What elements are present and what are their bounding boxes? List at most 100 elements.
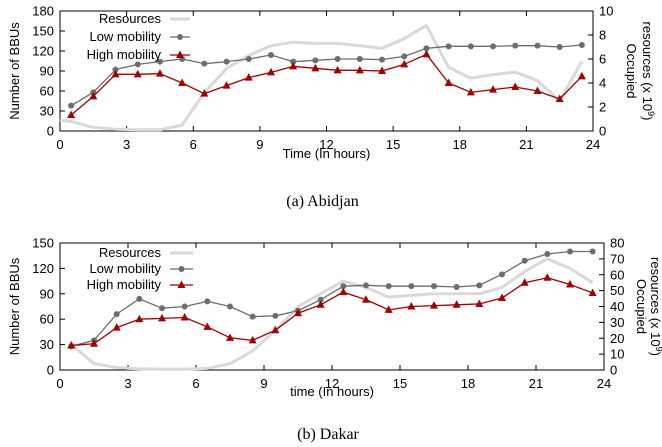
data-point xyxy=(577,71,586,80)
data-point xyxy=(112,66,119,73)
data-point xyxy=(363,282,369,289)
data-point xyxy=(200,89,209,97)
y-tick-label: 150 xyxy=(32,236,54,251)
data-point xyxy=(407,302,416,310)
data-point xyxy=(133,69,142,78)
y-tick-label: 30 xyxy=(40,104,54,119)
data-point xyxy=(67,340,76,349)
y-tick-label: 60 xyxy=(40,84,54,99)
y2-tick-label: 2 xyxy=(599,100,606,115)
x-tick-label: 24 xyxy=(597,376,611,391)
data-point xyxy=(312,57,319,64)
y2-axis-label-line2: resources (x 109) xyxy=(648,257,662,356)
data-point xyxy=(156,58,163,65)
data-point xyxy=(489,85,498,93)
data-point xyxy=(453,284,460,291)
legend-label: Resources xyxy=(99,245,162,260)
data-point xyxy=(311,63,320,72)
data-point xyxy=(556,44,563,50)
data-point xyxy=(340,283,347,290)
y-tick-label: 150 xyxy=(32,24,54,39)
data-point xyxy=(401,53,408,60)
y-tick-label: 120 xyxy=(32,261,54,276)
x-tick-label: 0 xyxy=(56,376,63,391)
data-point xyxy=(475,299,484,307)
data-point xyxy=(89,91,98,100)
data-point xyxy=(90,339,98,347)
series-line xyxy=(71,277,593,347)
y2-axis-label-line1: Occupied xyxy=(624,44,639,99)
y2-tick-label: 4 xyxy=(599,76,606,91)
data-point xyxy=(113,311,120,318)
x-tick-label: 6 xyxy=(190,137,197,152)
data-point xyxy=(423,45,430,52)
data-point xyxy=(245,56,252,62)
data-point xyxy=(467,43,474,50)
y-tick-label: 0 xyxy=(47,363,54,378)
data-point xyxy=(180,313,189,321)
data-point xyxy=(289,61,298,70)
data-point xyxy=(334,56,341,62)
data-point xyxy=(512,42,519,49)
y2-axis-label-line1: Occupied xyxy=(634,279,649,334)
data-point xyxy=(355,65,364,74)
x-tick-label: 24 xyxy=(586,137,600,152)
data-point xyxy=(294,308,302,317)
data-point xyxy=(362,295,370,303)
data-point xyxy=(544,251,551,258)
data-point xyxy=(249,313,256,320)
x-tick-label: 21 xyxy=(519,137,533,152)
data-point xyxy=(385,283,392,290)
legend-label: Low mobility xyxy=(89,29,161,44)
x-tick-label: 9 xyxy=(256,137,263,152)
data-point xyxy=(181,303,188,310)
data-point xyxy=(567,248,573,255)
y-tick-label: 30 xyxy=(40,337,54,352)
y2-tick-label: 6 xyxy=(599,52,606,67)
legend-marker xyxy=(178,266,185,272)
data-point xyxy=(226,333,234,341)
data-point xyxy=(111,69,120,78)
data-point xyxy=(566,279,574,288)
data-point xyxy=(67,110,76,118)
data-point xyxy=(430,301,438,309)
data-point xyxy=(520,278,529,286)
data-point xyxy=(578,42,585,48)
y-tick-label: 180 xyxy=(32,4,54,19)
data-point xyxy=(316,300,325,308)
legend-marker xyxy=(177,34,183,40)
data-point xyxy=(511,82,520,90)
data-point xyxy=(136,295,143,302)
y2-tick-label: 10 xyxy=(599,4,613,19)
y-axis-label: Number of BBUs xyxy=(7,257,22,355)
legend-label: High mobility xyxy=(87,47,162,62)
chart-dakar: 0 3 6 9 12 15 18 21 2403060901201500102030405060… xyxy=(7,236,662,444)
y2-axis-label-line2: resources (x 109) xyxy=(640,22,656,121)
y2-tick-label: 0 xyxy=(610,363,617,378)
y2-tick-label: 8 xyxy=(599,28,606,43)
legend-marker xyxy=(176,50,184,58)
y2-tick-label: 0 xyxy=(599,124,606,139)
y2-tick-label: 60 xyxy=(610,267,624,282)
data-point xyxy=(445,43,452,50)
x-tick-label: 9 xyxy=(260,376,267,391)
data-point xyxy=(68,102,75,109)
chart-caption: (a) Abidjan xyxy=(286,193,358,210)
data-point xyxy=(222,81,231,89)
data-point xyxy=(498,293,506,302)
legend-label: Low mobility xyxy=(89,261,161,276)
series-high-mobility xyxy=(67,49,586,118)
data-point xyxy=(431,283,437,290)
x-tick-label: 21 xyxy=(529,376,543,391)
data-point xyxy=(339,287,348,296)
data-point xyxy=(159,305,165,312)
data-point xyxy=(178,78,187,86)
x-tick-label: 15 xyxy=(393,376,407,391)
y-axis-label: Number of BBUs xyxy=(7,22,22,120)
y-tick-label: 0 xyxy=(47,124,54,139)
data-point xyxy=(267,52,274,58)
data-point xyxy=(158,313,166,322)
legend-label: Resources xyxy=(99,11,162,26)
data-point xyxy=(203,322,212,330)
data-point xyxy=(244,73,253,81)
